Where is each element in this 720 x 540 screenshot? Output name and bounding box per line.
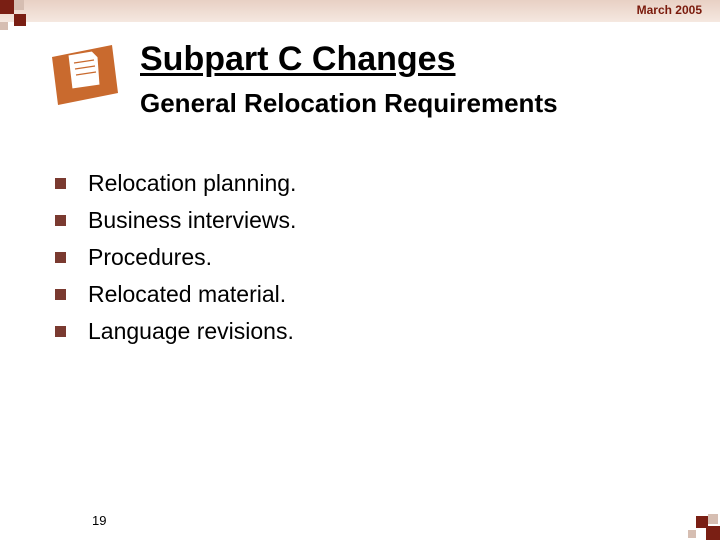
bullet-marker-icon — [55, 252, 66, 263]
bullet-text: Language revisions. — [88, 318, 294, 345]
file-folder-icon — [40, 45, 118, 105]
bullet-text: Relocated material. — [88, 281, 286, 308]
corner-decor-top-left — [0, 0, 50, 40]
bullet-text: Business interviews. — [88, 207, 296, 234]
bullet-marker-icon — [55, 326, 66, 337]
decor-square — [14, 0, 24, 10]
date-label: March 2005 — [637, 3, 702, 17]
bullet-marker-icon — [55, 178, 66, 189]
decor-square — [708, 514, 718, 524]
bullet-text: Relocation planning. — [88, 170, 296, 197]
slide-subtitle: General Relocation Requirements — [140, 88, 558, 119]
corner-decor-bottom-right — [660, 500, 720, 540]
decor-square — [0, 0, 14, 14]
header-bar — [0, 0, 720, 22]
bullet-text: Procedures. — [88, 244, 212, 271]
list-item: Business interviews. — [55, 207, 296, 234]
decor-square — [0, 22, 8, 30]
decor-square — [14, 14, 26, 26]
slide-title: Subpart C Changes — [140, 40, 455, 79]
decor-square — [696, 516, 708, 528]
list-item: Relocation planning. — [55, 170, 296, 197]
list-item: Procedures. — [55, 244, 296, 271]
bullet-list: Relocation planning. Business interviews.… — [55, 170, 296, 355]
bullet-marker-icon — [55, 289, 66, 300]
page-number: 19 — [92, 513, 106, 528]
list-item: Language revisions. — [55, 318, 296, 345]
decor-square — [706, 526, 720, 540]
decor-square — [688, 530, 696, 538]
bullet-marker-icon — [55, 215, 66, 226]
list-item: Relocated material. — [55, 281, 296, 308]
